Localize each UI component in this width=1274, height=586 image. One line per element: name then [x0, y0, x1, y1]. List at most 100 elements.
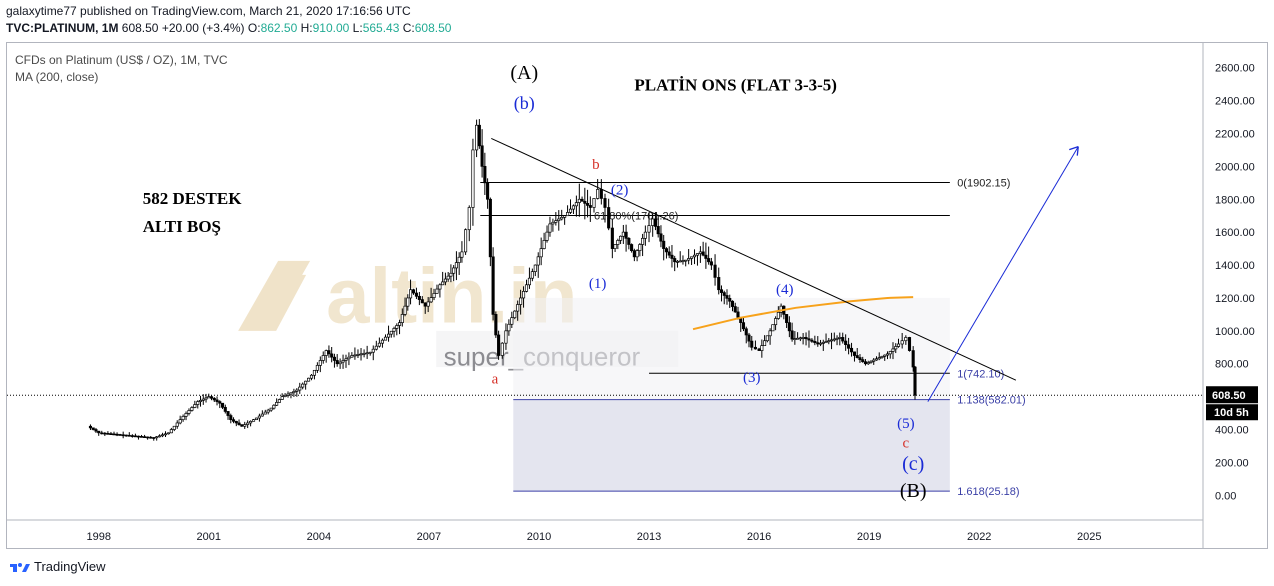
- candle-body: [295, 389, 299, 392]
- candle-body: [292, 391, 296, 394]
- low-label: L:: [352, 21, 363, 35]
- wave-annotation: c: [902, 436, 909, 452]
- candle-body: [411, 289, 416, 294]
- candle-body: [610, 227, 614, 249]
- candle-body: [187, 410, 191, 414]
- candle-body: [763, 340, 767, 346]
- candle-body: [709, 261, 713, 266]
- candle-body: [774, 318, 778, 326]
- y-tick-label: 2200.00: [1215, 128, 1255, 140]
- candle-body: [226, 411, 230, 416]
- candle-body: [807, 338, 811, 341]
- candle-body: [429, 297, 433, 303]
- candle-body: [338, 361, 342, 365]
- candle-body: [237, 422, 241, 425]
- candle-body: [435, 288, 439, 294]
- wave-annotation: PLATİN ONS (FLAT 3-3-5): [634, 76, 837, 95]
- candle-body: [240, 424, 244, 427]
- candle-body: [733, 306, 737, 313]
- candle-body: [327, 350, 331, 355]
- candle-body: [771, 324, 775, 332]
- wave-annotation: (b): [514, 93, 535, 114]
- candle-body: [863, 361, 868, 365]
- candle-body: [684, 259, 688, 262]
- candle-body: [827, 340, 831, 343]
- candle-body: [877, 357, 881, 360]
- candle-body: [124, 434, 128, 437]
- footer-brand[interactable]: TradingView: [8, 559, 106, 574]
- candle-body: [335, 360, 339, 365]
- footer-brand-text: TradingView: [34, 559, 106, 574]
- x-tick-label: 2001: [197, 531, 221, 543]
- candle-body: [730, 300, 735, 307]
- candle-body: [488, 198, 492, 258]
- candle-body: [426, 301, 430, 307]
- candle-body: [635, 250, 639, 258]
- candle-body: [861, 359, 865, 363]
- candle-body: [497, 334, 501, 356]
- candle-body: [504, 330, 508, 344]
- fib-level-label: 1.138(582.01): [957, 395, 1026, 407]
- x-tick-label: 2007: [417, 531, 441, 543]
- candle-body: [251, 419, 256, 422]
- candle-body: [765, 335, 769, 342]
- wave-annotation: ALTI BOŞ: [143, 217, 221, 236]
- candle-body: [596, 189, 600, 199]
- wave-annotation: a: [492, 371, 499, 387]
- candle-body: [891, 348, 895, 352]
- candle-body: [664, 248, 669, 253]
- current-price-tag-text: 608.50: [1212, 390, 1246, 402]
- candle-body: [621, 231, 625, 237]
- ma-200-line: [692, 296, 914, 331]
- candle-body: [383, 336, 388, 341]
- y-tick-label: 0.00: [1215, 490, 1236, 502]
- candle-body: [365, 352, 369, 355]
- candle-body: [460, 251, 464, 258]
- candle-body: [353, 354, 357, 357]
- candle-body: [121, 434, 125, 437]
- candle-body: [900, 340, 904, 345]
- candle-body: [500, 342, 504, 356]
- candle-body: [835, 337, 839, 340]
- candle-body: [181, 416, 185, 421]
- candle-body: [632, 250, 636, 258]
- candle-body: [380, 339, 384, 344]
- candle-body: [471, 149, 475, 208]
- candle-body: [109, 433, 113, 435]
- y-tick-label: 400.00: [1215, 425, 1249, 437]
- candle-body: [670, 254, 674, 259]
- candle-body: [321, 355, 325, 361]
- y-tick-label: 1000.00: [1215, 326, 1255, 338]
- candle-body: [530, 271, 534, 279]
- candle-body: [398, 322, 402, 326]
- candle-body: [568, 208, 573, 213]
- last-price: 608.50: [121, 21, 159, 35]
- candle-body: [653, 218, 657, 227]
- candle-body: [704, 254, 708, 259]
- y-tick-label: 200.00: [1215, 457, 1249, 469]
- candle-body: [571, 205, 575, 210]
- candle-body: [423, 302, 427, 307]
- chart-frame[interactable]: [6, 42, 1268, 549]
- candle-body: [698, 251, 702, 254]
- candle-body: [480, 145, 484, 167]
- candle-body: [243, 424, 247, 427]
- close-label: C:: [402, 21, 415, 35]
- candle-body: [377, 342, 381, 347]
- candle-body: [368, 351, 372, 354]
- candle-body: [133, 435, 137, 438]
- candle-body: [139, 436, 144, 438]
- candle-body: [158, 435, 162, 438]
- candle-body: [438, 284, 442, 290]
- x-tick-label: 2013: [637, 531, 661, 543]
- publisher-line: galaxytime77 published on TradingView.co…: [6, 4, 411, 18]
- candle-body: [516, 304, 520, 312]
- candle-body: [858, 357, 862, 360]
- x-tick-label: 2016: [747, 531, 771, 543]
- wave-annotation: (3): [743, 370, 761, 386]
- candle-body: [603, 198, 607, 208]
- candle-body: [753, 346, 757, 350]
- fib-level-label: 1(742.10): [957, 368, 1004, 380]
- wave-annotation: b: [592, 157, 600, 173]
